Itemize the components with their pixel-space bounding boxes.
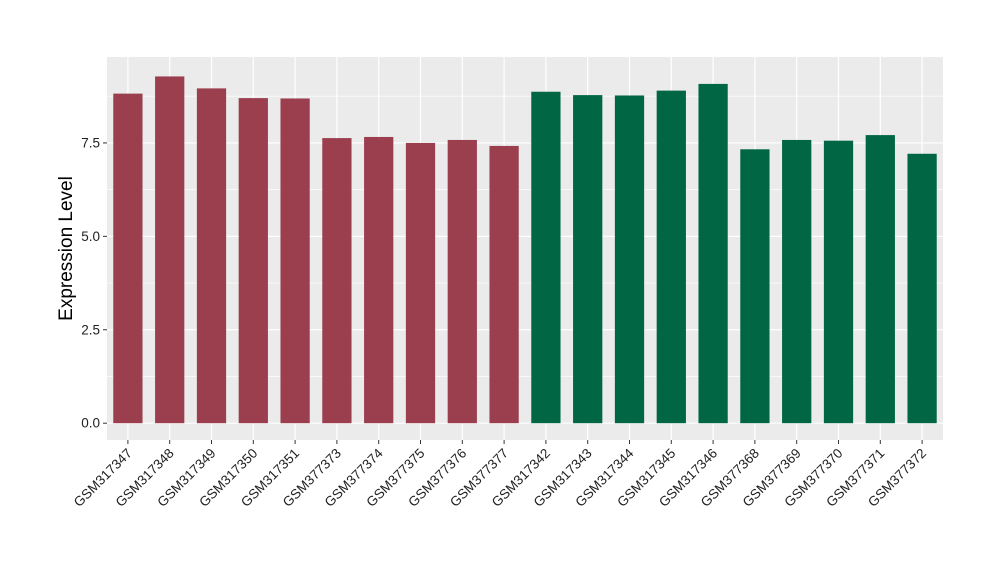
- x-axis: GSM317347GSM317348GSM317349GSM317350GSM3…: [71, 440, 929, 510]
- bar-GSM377370: [823, 140, 854, 424]
- bar-GSM317350: [238, 98, 268, 424]
- bar-GSM377377: [489, 145, 519, 424]
- y-tick-label: 0.0: [81, 416, 100, 431]
- bar-GSM317342: [531, 91, 561, 424]
- y-axis-title: Expression Level: [56, 176, 77, 321]
- bar-GSM377371: [865, 135, 895, 424]
- bar-GSM377376: [447, 139, 477, 424]
- y-tick-label: 5.0: [81, 229, 100, 244]
- bars: [113, 76, 937, 424]
- y-axis: 0.0 2.5 5.0 7.5: [81, 135, 107, 431]
- bar-GSM317344: [614, 95, 645, 424]
- bar-GSM317351: [280, 98, 310, 424]
- bar-GSM377374: [364, 136, 394, 424]
- bar-GSM377375: [405, 142, 436, 424]
- bar-GSM377373: [322, 138, 352, 424]
- bar-GSM317345: [656, 90, 686, 424]
- y-tick-label: 7.5: [81, 135, 100, 150]
- bar-GSM377372: [907, 153, 937, 424]
- bar-GSM317343: [573, 95, 603, 424]
- bar-GSM377369: [782, 139, 812, 424]
- bar-GSM317348: [155, 76, 185, 424]
- bar-GSM317349: [196, 88, 227, 424]
- bar-GSM377368: [740, 149, 770, 424]
- bar-GSM317347: [113, 93, 143, 424]
- bar-GSM317346: [698, 83, 728, 424]
- plot-panel: [107, 57, 943, 440]
- y-tick-label: 2.5: [81, 322, 100, 337]
